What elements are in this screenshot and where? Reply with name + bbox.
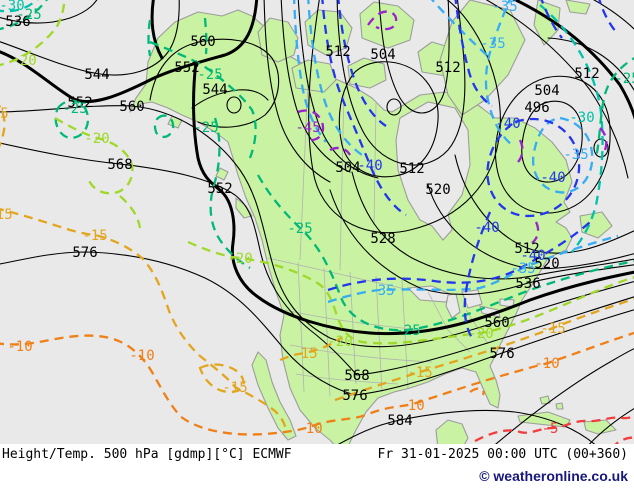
land-ne-island (533, 0, 561, 46)
temp-label--20: -20 (468, 326, 493, 342)
temp-line--10 (0, 331, 634, 436)
height-label-552: 552 (207, 181, 232, 197)
land-bahamas (539, 395, 551, 405)
height-label-496: 496 (524, 100, 549, 116)
temp-label--5: -5 (542, 421, 559, 437)
temp-label--35: -35 (492, 0, 517, 15)
temp-label--25: -25 (614, 71, 634, 87)
temp-label--15: -15 (540, 321, 565, 337)
land-bahamas (555, 402, 564, 410)
temp-label--45: -45 (295, 120, 320, 136)
land-island-dot (215, 167, 229, 181)
height-label-536: 536 (515, 276, 540, 292)
temp-line--35 (293, 0, 619, 304)
height-label-512: 512 (514, 241, 539, 257)
height-label-504: 504 (534, 83, 559, 99)
temp-label--35: -35 (480, 36, 505, 52)
temp-label--35: -35 (369, 283, 394, 299)
temp-label--10: -10 (534, 356, 559, 372)
land-arctic-island (347, 57, 387, 89)
height-label-520: 520 (534, 256, 559, 272)
temp-label--30: -30 (569, 110, 594, 126)
temp-label--30: -30 (0, 0, 25, 14)
height-label-568: 568 (344, 368, 369, 384)
land-arctic-island (359, 1, 415, 49)
temp-label--15: -15 (82, 228, 107, 244)
height-label-584: 584 (387, 413, 412, 429)
temp-label--25: -25 (395, 323, 420, 339)
temp-label--25: -25 (197, 67, 222, 83)
temp-label--15: -15 (0, 207, 13, 223)
temp-line--45 (297, 10, 608, 244)
land-arctic-island (257, 17, 299, 63)
temp-label--20: -20 (11, 53, 36, 69)
temp-label--10: -10 (399, 398, 424, 414)
height-label-504: 504 (370, 47, 395, 63)
temp-label--25: -25 (16, 7, 41, 23)
land-hispaniola (583, 419, 617, 435)
product-title: Height/Temp. 500 hPa [gdmp][°C] ECMWF (2, 447, 292, 462)
temp-line--25 (0, 0, 634, 332)
land-ne-island (565, 0, 591, 15)
temp-label--15: -15 (0, 106, 9, 122)
height-label-552: 552 (174, 60, 199, 76)
temp-label--25: -25 (287, 221, 312, 237)
height-label-520: 520 (425, 182, 450, 198)
height-label-504: 504 (335, 160, 360, 176)
temp-label--10: -10 (129, 348, 154, 364)
temp-label--40: -40 (357, 158, 382, 174)
temp-label--40: -40 (540, 170, 565, 186)
height-label-576: 576 (72, 245, 97, 261)
temp-label--15: -15 (292, 346, 317, 362)
land-arctic-island (291, 59, 337, 93)
height-label-512: 512 (325, 44, 350, 60)
temp-label--10: -10 (297, 421, 322, 437)
height-label-576: 576 (342, 388, 367, 404)
temp-line--20 (0, 0, 634, 345)
temp-label--35: -35 (563, 147, 588, 163)
temp-label--15: -15 (222, 380, 247, 396)
height-label-560: 560 (190, 34, 215, 50)
weather-map: 536 544 552 560 568 576 560 552 544 552 512 504 512 5… (0, 0, 634, 450)
height-label-560: 560 (484, 315, 509, 331)
height-label-568: 568 (107, 157, 132, 173)
height-label-512: 512 (435, 60, 460, 76)
height-label-560: 560 (119, 99, 144, 115)
temp-label--40: -40 (495, 116, 520, 132)
temp-label--40: -40 (520, 248, 545, 264)
valid-time: Fr 31-01-2025 00:00 UTC (00+360) (377, 447, 628, 462)
land-baja (251, 351, 297, 441)
height-contours-thin (0, 0, 634, 450)
height-label-536: 536 (5, 14, 30, 30)
land-newfoundland (579, 211, 613, 239)
temp-label--40: -40 (474, 220, 499, 236)
hudson-bay (395, 101, 471, 241)
height-contours-thick (0, 0, 634, 336)
temp-label--15: -15 (407, 365, 432, 381)
height-label-512: 512 (399, 161, 424, 177)
height-label-552: 552 (67, 95, 92, 111)
temp-label--10: -10 (7, 339, 32, 355)
temp-label--20: -20 (227, 251, 252, 267)
temp-line--40 (321, 0, 617, 339)
caption-row: Height/Temp. 500 hPa [gdmp][°C] ECMWF Fr… (0, 447, 634, 467)
height-label-576: 576 (489, 346, 514, 362)
temp-line--30 (0, 0, 604, 253)
height-label-512: 512 (574, 66, 599, 82)
temp-label--35: -35 (510, 261, 535, 277)
temp-label--20: -20 (327, 334, 352, 350)
temp-contours (0, 0, 634, 450)
copyright-link[interactable]: © weatheronline.co.uk (479, 468, 628, 484)
height-label-528: 528 (370, 231, 395, 247)
temp-line--15 (0, 104, 634, 431)
state-borders (267, 79, 489, 397)
height-label-544: 544 (202, 82, 227, 98)
temp-label--20: -20 (84, 131, 109, 147)
temp-label--25: -25 (62, 101, 87, 117)
height-label-544: 544 (84, 67, 109, 83)
temp-label--25: -25 (193, 120, 218, 136)
